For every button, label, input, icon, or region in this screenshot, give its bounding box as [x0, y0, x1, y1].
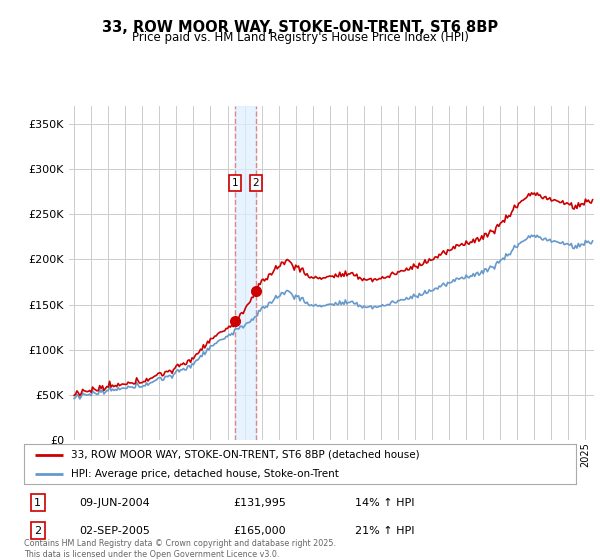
- Text: HPI: Average price, detached house, Stoke-on-Trent: HPI: Average price, detached house, Stok…: [71, 469, 339, 478]
- Bar: [235, 106, 256, 440]
- Text: 33, ROW MOOR WAY, STOKE-ON-TRENT, ST6 8BP (detached house): 33, ROW MOOR WAY, STOKE-ON-TRENT, ST6 8B…: [71, 450, 419, 460]
- Text: £165,000: £165,000: [234, 526, 286, 535]
- Text: 1: 1: [34, 498, 41, 507]
- Text: 1: 1: [232, 178, 238, 188]
- Text: 21% ↑ HPI: 21% ↑ HPI: [355, 526, 415, 535]
- Text: 2: 2: [34, 526, 41, 535]
- Text: 14% ↑ HPI: 14% ↑ HPI: [355, 498, 415, 507]
- Text: 09-JUN-2004: 09-JUN-2004: [79, 498, 150, 507]
- Text: 33, ROW MOOR WAY, STOKE-ON-TRENT, ST6 8BP: 33, ROW MOOR WAY, STOKE-ON-TRENT, ST6 8B…: [102, 20, 498, 35]
- Text: Contains HM Land Registry data © Crown copyright and database right 2025.
This d: Contains HM Land Registry data © Crown c…: [24, 539, 336, 559]
- Text: Price paid vs. HM Land Registry's House Price Index (HPI): Price paid vs. HM Land Registry's House …: [131, 31, 469, 44]
- Text: 2: 2: [253, 178, 259, 188]
- Text: £131,995: £131,995: [234, 498, 287, 507]
- Text: 02-SEP-2005: 02-SEP-2005: [79, 526, 150, 535]
